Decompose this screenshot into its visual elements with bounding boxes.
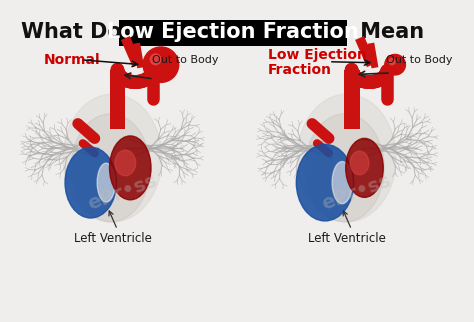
Text: Fraction: Fraction: [268, 62, 332, 77]
Text: Mean: Mean: [353, 23, 424, 43]
Text: Low Ejection: Low Ejection: [268, 48, 366, 62]
Text: Out to Body: Out to Body: [386, 55, 453, 65]
Text: Left Ventricle: Left Ventricle: [73, 232, 151, 245]
Circle shape: [389, 59, 395, 65]
Text: Left Ventricle: Left Ventricle: [308, 232, 386, 245]
Ellipse shape: [350, 151, 369, 175]
Text: What Does: What Does: [20, 23, 155, 43]
FancyArrow shape: [109, 70, 125, 128]
Ellipse shape: [297, 94, 396, 222]
Ellipse shape: [332, 162, 352, 204]
Ellipse shape: [296, 144, 354, 221]
Ellipse shape: [305, 114, 384, 222]
FancyBboxPatch shape: [119, 21, 346, 46]
FancyArrow shape: [344, 70, 360, 128]
Circle shape: [385, 54, 405, 75]
Text: Low Ejection Fraction: Low Ejection Fraction: [107, 23, 359, 43]
Ellipse shape: [65, 147, 117, 218]
Ellipse shape: [346, 138, 383, 197]
Ellipse shape: [115, 150, 136, 176]
Text: Normal: Normal: [43, 53, 100, 67]
Text: ePr•ss: ePr•ss: [85, 171, 160, 214]
Ellipse shape: [71, 114, 150, 222]
Ellipse shape: [63, 94, 162, 222]
Circle shape: [150, 54, 161, 65]
Circle shape: [143, 47, 179, 82]
Text: Out to Body: Out to Body: [152, 55, 219, 65]
Text: ePr•ss: ePr•ss: [319, 171, 394, 214]
Ellipse shape: [97, 163, 115, 202]
Ellipse shape: [109, 136, 151, 200]
